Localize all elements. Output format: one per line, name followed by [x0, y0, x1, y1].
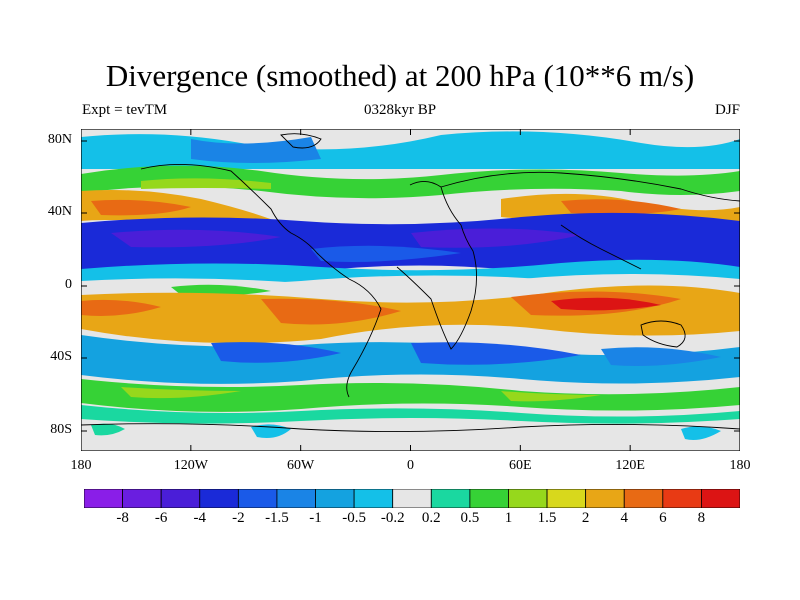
- colorbar-swatch: [315, 489, 355, 508]
- y-tick-label: 0: [65, 277, 72, 292]
- y-tick-label: 80N: [47, 132, 72, 147]
- y-tick-label: 80S: [50, 422, 72, 437]
- x-tick-label: 0: [407, 458, 414, 473]
- page-title: Divergence (smoothed) at 200 hPa (10**6 …: [105, 58, 695, 93]
- colorbar: [84, 489, 740, 508]
- colorbar-label: -4: [193, 510, 207, 526]
- season-label: DJF: [714, 102, 740, 118]
- colorbar-swatch: [662, 489, 702, 508]
- colorbar-label: 8: [697, 510, 706, 526]
- colorbar-swatch: [546, 489, 587, 508]
- x-tick-label: 120W: [173, 458, 208, 473]
- colorbar-swatch: [122, 489, 162, 508]
- x-tick-label: 60E: [509, 458, 532, 473]
- colorbar-swatch: [199, 489, 239, 508]
- colorbar-label: 4: [620, 510, 628, 526]
- tick-marks: [81, 129, 740, 451]
- colorbar-label: 0.5: [460, 510, 480, 526]
- colorbar-swatch: [392, 489, 432, 508]
- colorbar-label: 1: [504, 510, 513, 526]
- colorbar-swatch: [701, 489, 740, 508]
- colorbar-label: 0.2: [421, 510, 441, 526]
- experiment-label: Expt = tevTM: [82, 102, 168, 118]
- colorbar-swatch: [623, 489, 664, 508]
- colorbar-label: -0.5: [342, 510, 366, 526]
- colorbar-label: 2: [581, 510, 590, 526]
- colorbar-swatch: [237, 489, 278, 508]
- colorbar-label: 1.5: [537, 510, 557, 526]
- colorbar-swatch: [276, 489, 316, 508]
- y-tick-label: 40S: [50, 349, 72, 364]
- period-label: 0328kyr BP: [363, 102, 437, 118]
- colorbar-label: -6: [154, 510, 168, 526]
- colorbar-swatch: [508, 489, 548, 508]
- colorbar-swatch: [430, 489, 471, 508]
- colorbar-label: -2: [232, 510, 245, 526]
- divergence-map: [81, 129, 740, 451]
- colorbar-label: 6: [659, 510, 667, 526]
- x-tick-label: 60W: [287, 458, 315, 473]
- colorbar-label: -1.5: [265, 510, 289, 526]
- x-tick-label: 180: [729, 458, 751, 473]
- colorbar-swatch: [353, 489, 394, 508]
- x-tick-label: 180: [70, 458, 92, 473]
- field-layer: [81, 129, 740, 451]
- colorbar-swatch: [469, 489, 509, 508]
- colorbar-swatch: [84, 489, 123, 508]
- y-tick-label: 40N: [47, 204, 72, 219]
- colorbar-swatch: [160, 489, 201, 508]
- colorbar-label: -1: [309, 510, 322, 526]
- colorbar-label: -0.2: [380, 510, 405, 526]
- colorbar-swatch: [585, 489, 625, 508]
- x-tick-label: 120E: [615, 458, 645, 473]
- colorbar-label: -8: [116, 510, 129, 526]
